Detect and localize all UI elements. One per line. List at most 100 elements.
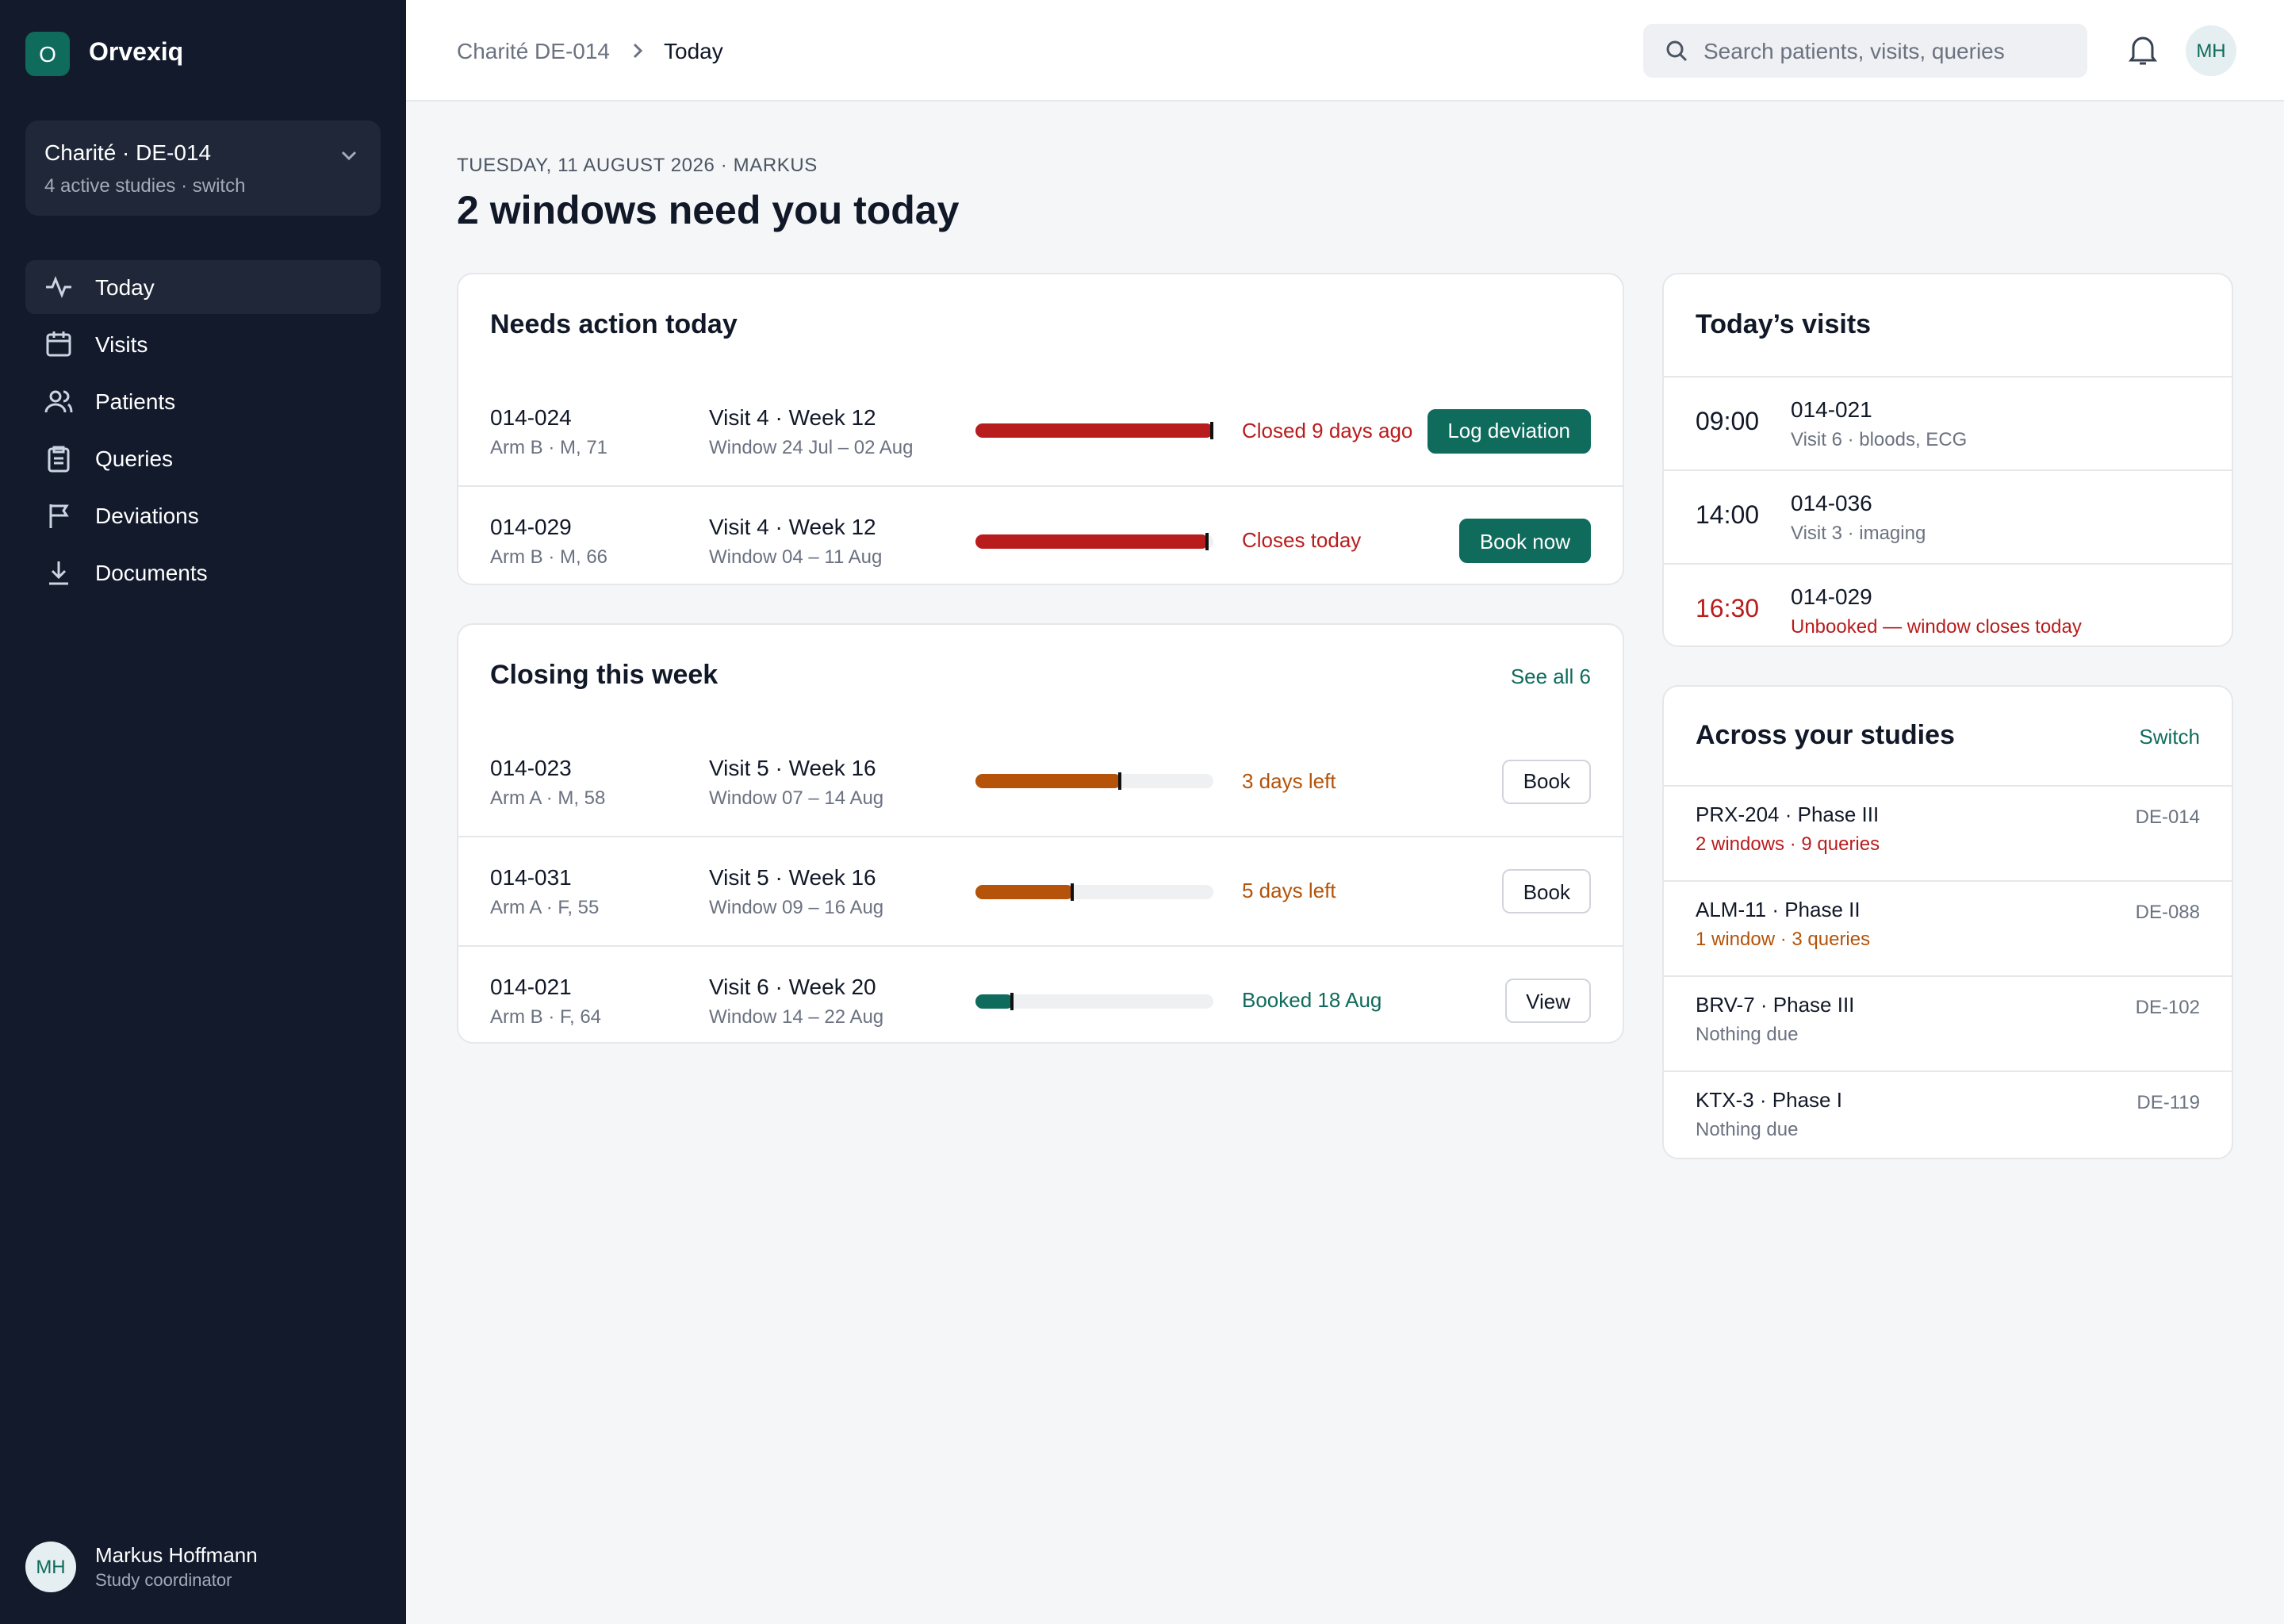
visit-time: 14:00 xyxy=(1696,503,1760,530)
progress-fill xyxy=(975,774,1121,788)
visit-info: 014-021 Visit 6 · bloods, ECG xyxy=(1791,396,1967,450)
sidebar: O Orvexiq Charité · DE-014 4 active studi… xyxy=(0,0,406,1624)
progress-track xyxy=(975,772,1213,790)
study-info: BRV-7 · Phase III Nothing due xyxy=(1696,993,1854,1055)
search-placeholder: Search patients, visits, queries xyxy=(1703,38,2005,63)
page-title: 2 windows need you today xyxy=(457,189,960,233)
top-avatar[interactable]: MH xyxy=(2186,25,2236,76)
visit: Visit 4 · Week 12 Window 04 – 11 Aug xyxy=(709,514,975,568)
nav-icon xyxy=(44,390,73,413)
visit-time: 16:30 xyxy=(1696,596,1760,623)
status: 5 days left xyxy=(1242,879,1336,902)
progress-marker xyxy=(1210,422,1213,439)
progress-track xyxy=(975,422,1213,439)
progress-fill xyxy=(975,994,1014,1008)
nav-item[interactable]: Deviations xyxy=(25,488,381,542)
study-site: DE-102 xyxy=(2135,996,2200,1018)
action-button[interactable]: Book xyxy=(1502,869,1591,914)
nav-item[interactable]: Queries xyxy=(25,431,381,485)
visit-name: Visit 6 · Week 20 xyxy=(709,974,876,999)
action-button[interactable]: Log deviation xyxy=(1427,408,1591,453)
brand: O Orvexiq xyxy=(25,32,381,76)
study-info: ALM-11 · Phase II 1 window · 3 queries xyxy=(1696,898,1870,959)
nav-item[interactable]: Patients xyxy=(25,374,381,428)
study-info: KTX-3 · Phase I Nothing due xyxy=(1696,1088,1842,1150)
action-button[interactable]: Book now xyxy=(1458,519,1591,563)
see-all[interactable]: See all 6 xyxy=(1510,664,1591,688)
progress-marker xyxy=(1010,992,1014,1009)
study-row[interactable]: PRX-204 · Phase III 2 windows · 9 queries… xyxy=(1664,785,2232,880)
studies-card: Across your studies Switch PRX-204 · Phas… xyxy=(1662,685,2233,1159)
visit-name: Visit 5 · Week 16 xyxy=(709,864,876,890)
card-header: Closing this week See all 6 xyxy=(458,625,1623,726)
nav-label: Queries xyxy=(95,446,174,471)
progress-fill xyxy=(975,884,1073,898)
visit-row[interactable]: 14:00 014-036 Visit 3 · imaging xyxy=(1664,469,2232,563)
progress-fill xyxy=(975,423,1213,438)
progress-marker xyxy=(1070,883,1073,900)
status: Closed 9 days ago xyxy=(1242,418,1413,442)
nav-label: Documents xyxy=(95,560,208,585)
study-row[interactable]: BRV-7 · Phase III Nothing due DE-102 xyxy=(1664,975,2232,1071)
patient-meta: Arm B · F, 64 xyxy=(490,1005,602,1028)
nav-label: Today xyxy=(95,274,155,300)
visit-window: Window 07 – 14 Aug xyxy=(709,786,884,808)
card-header: Today’s visits xyxy=(1664,274,2232,376)
site-sub: 4 active studies · switch xyxy=(44,174,246,197)
visits-card: Today’s visits 09:00 014-021 Visit 6 · blo… xyxy=(1662,273,2233,647)
study-status: Nothing due xyxy=(1696,1118,1799,1140)
patient: 014-031 Arm A · F, 55 xyxy=(490,864,709,918)
card-header: Across your studies Switch xyxy=(1664,687,2232,785)
progress-fill xyxy=(975,534,1209,548)
visit-info: 014-029 Unbooked — window closes today xyxy=(1791,584,2082,638)
search[interactable]: Search patients, visits, queries xyxy=(1643,24,2087,78)
nav-item[interactable]: Documents xyxy=(25,546,381,599)
study-status: Nothing due xyxy=(1696,1023,1799,1045)
study-status: 1 window · 3 queries xyxy=(1696,928,1871,950)
patient-id: 014-021 xyxy=(490,974,572,999)
topbar: Charité DE-014 Today Search patients, vi… xyxy=(406,0,2284,102)
avatar: MH xyxy=(25,1542,76,1592)
visit-patient: 014-036 xyxy=(1791,490,1872,515)
status: 3 days left xyxy=(1242,768,1336,792)
nav-icon xyxy=(49,504,69,528)
card-title: Across your studies xyxy=(1696,720,1955,750)
visit-row[interactable]: 09:00 014-021 Visit 6 · bloods, ECG xyxy=(1664,376,2232,469)
card-title: Today’s visits xyxy=(1696,309,1872,339)
study-row[interactable]: ALM-11 · Phase II 1 window · 3 queries DE-… xyxy=(1664,880,2232,975)
site-switcher[interactable]: Charité · DE-014 4 active studies · swit… xyxy=(25,121,381,216)
switch-link[interactable]: Switch xyxy=(2139,724,2200,748)
breadcrumb: Charité DE-014 Today xyxy=(457,37,723,63)
visit-window: Window 24 Jul – 02 Aug xyxy=(709,435,914,458)
nav-item[interactable]: Today xyxy=(25,260,381,314)
nav-icon xyxy=(49,561,68,585)
visit-row[interactable]: 16:30 014-029 Unbooked — window closes tod… xyxy=(1664,563,2232,645)
nav-icon xyxy=(46,275,71,299)
date-line: TUESDAY, 11 AUGUST 2026 · MARKUS xyxy=(457,154,818,176)
study-row[interactable]: KTX-3 · Phase I Nothing due DE-119 xyxy=(1664,1071,2232,1158)
crumb[interactable]: Charité DE-014 xyxy=(457,37,610,63)
card-header: Needs action today xyxy=(458,274,1623,376)
logo: O xyxy=(25,32,70,76)
card-title: Needs action today xyxy=(490,309,738,339)
progress-track xyxy=(975,883,1213,900)
nav-item[interactable]: Visits xyxy=(25,317,381,371)
user-role: Study coordinator xyxy=(95,1572,232,1591)
action-button[interactable]: View xyxy=(1505,979,1591,1023)
main: Charité DE-014 Today Search patients, vi… xyxy=(406,0,2284,1624)
visit-name: Visit 4 · Week 12 xyxy=(709,514,876,539)
crumb: Today xyxy=(664,37,723,63)
visit-desc: Visit 6 · bloods, ECG xyxy=(1791,428,1968,450)
action-button[interactable]: Book xyxy=(1502,759,1591,803)
window-row: 014-024 Arm B · M, 71 Visit 4 · Week 12 Win… xyxy=(458,376,1623,485)
nav-label: Visits xyxy=(95,331,148,357)
study-name: PRX-204 · Phase III xyxy=(1696,802,1880,826)
bell[interactable] xyxy=(2129,35,2157,67)
search-icon xyxy=(1666,40,1688,62)
study-name: KTX-3 · Phase I xyxy=(1696,1088,1842,1112)
visit-desc: Unbooked — window closes today xyxy=(1791,615,2082,638)
user[interactable]: MH Markus Hoffmann Study coordinator xyxy=(25,1542,258,1592)
visit-name: Visit 5 · Week 16 xyxy=(709,754,876,779)
nav-icon xyxy=(48,446,70,473)
